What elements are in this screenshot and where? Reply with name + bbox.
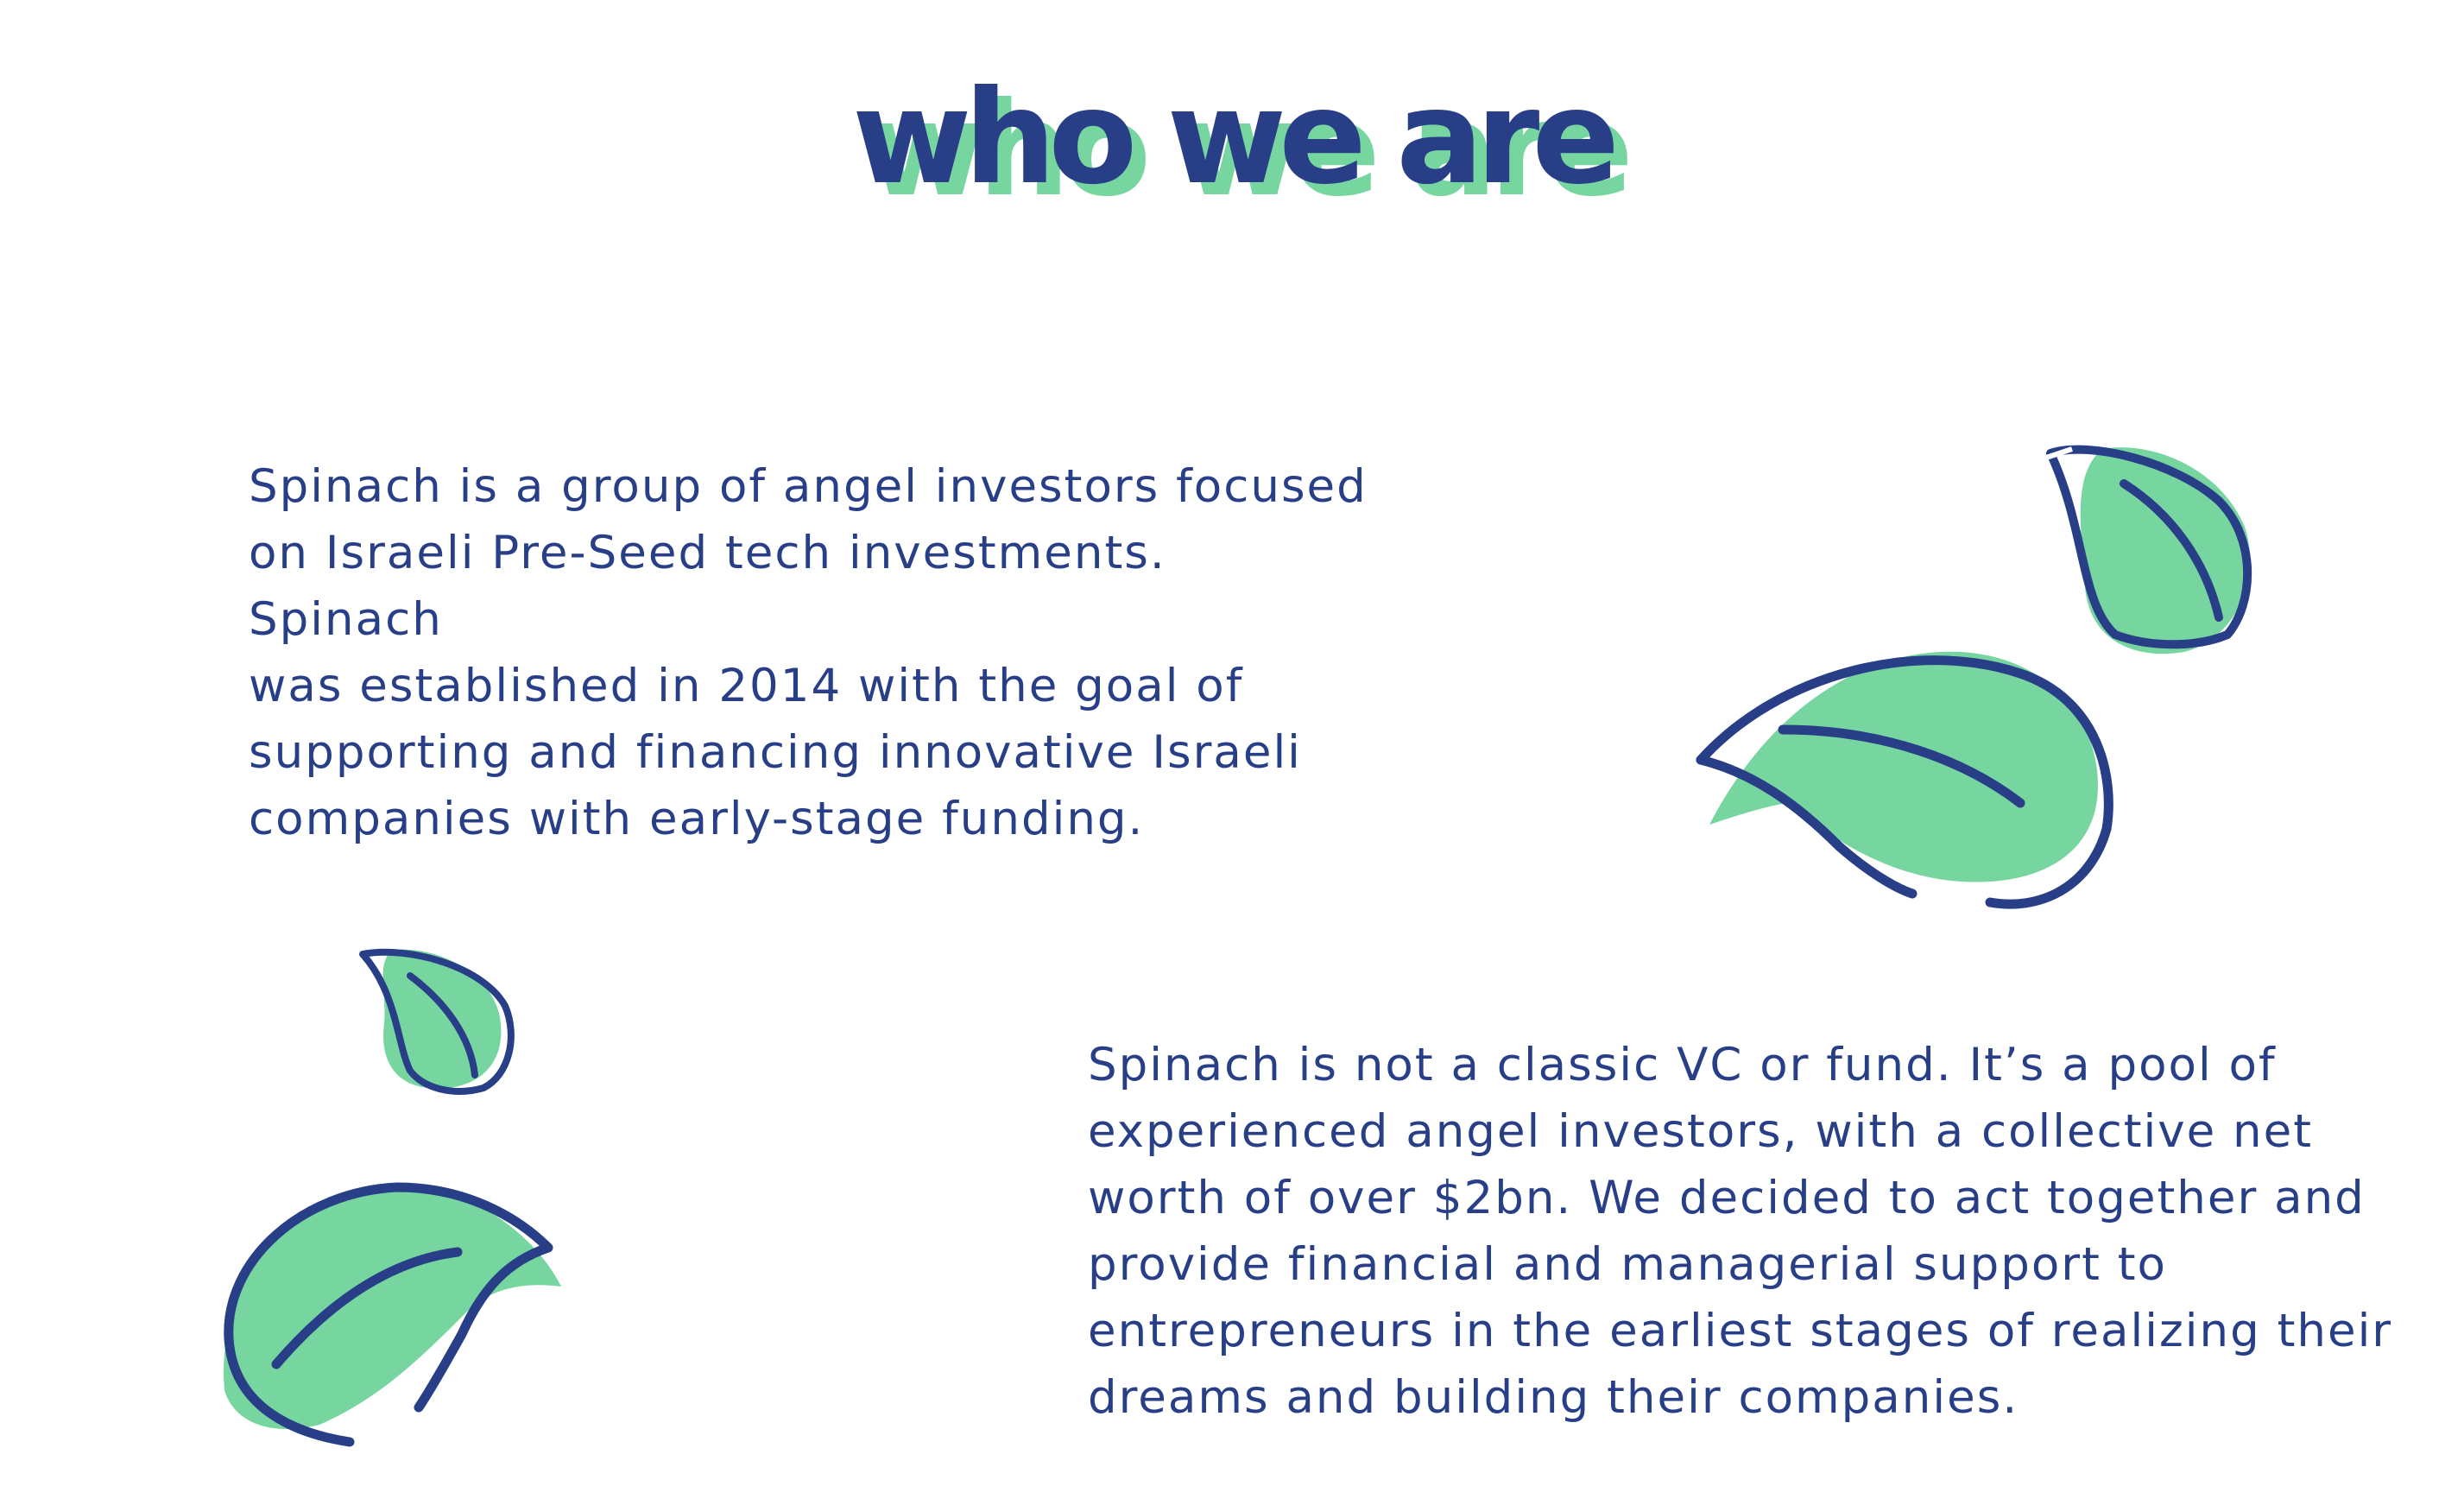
leaf-icon — [2045, 445, 2252, 654]
section-heading: who we are who we are — [0, 52, 2464, 225]
leaf-icon — [359, 948, 515, 1095]
leaf-icon — [224, 1182, 561, 1447]
section-title: who we are — [851, 63, 1620, 213]
intro-paragraph: Spinach is a group of angel investors fo… — [249, 460, 1368, 845]
about-paragraph: Spinach is not a classic VC or fund. It’… — [1088, 1039, 2393, 1424]
leaf-icon — [1696, 651, 2113, 909]
section-title-shadow: who we are — [865, 75, 1633, 225]
